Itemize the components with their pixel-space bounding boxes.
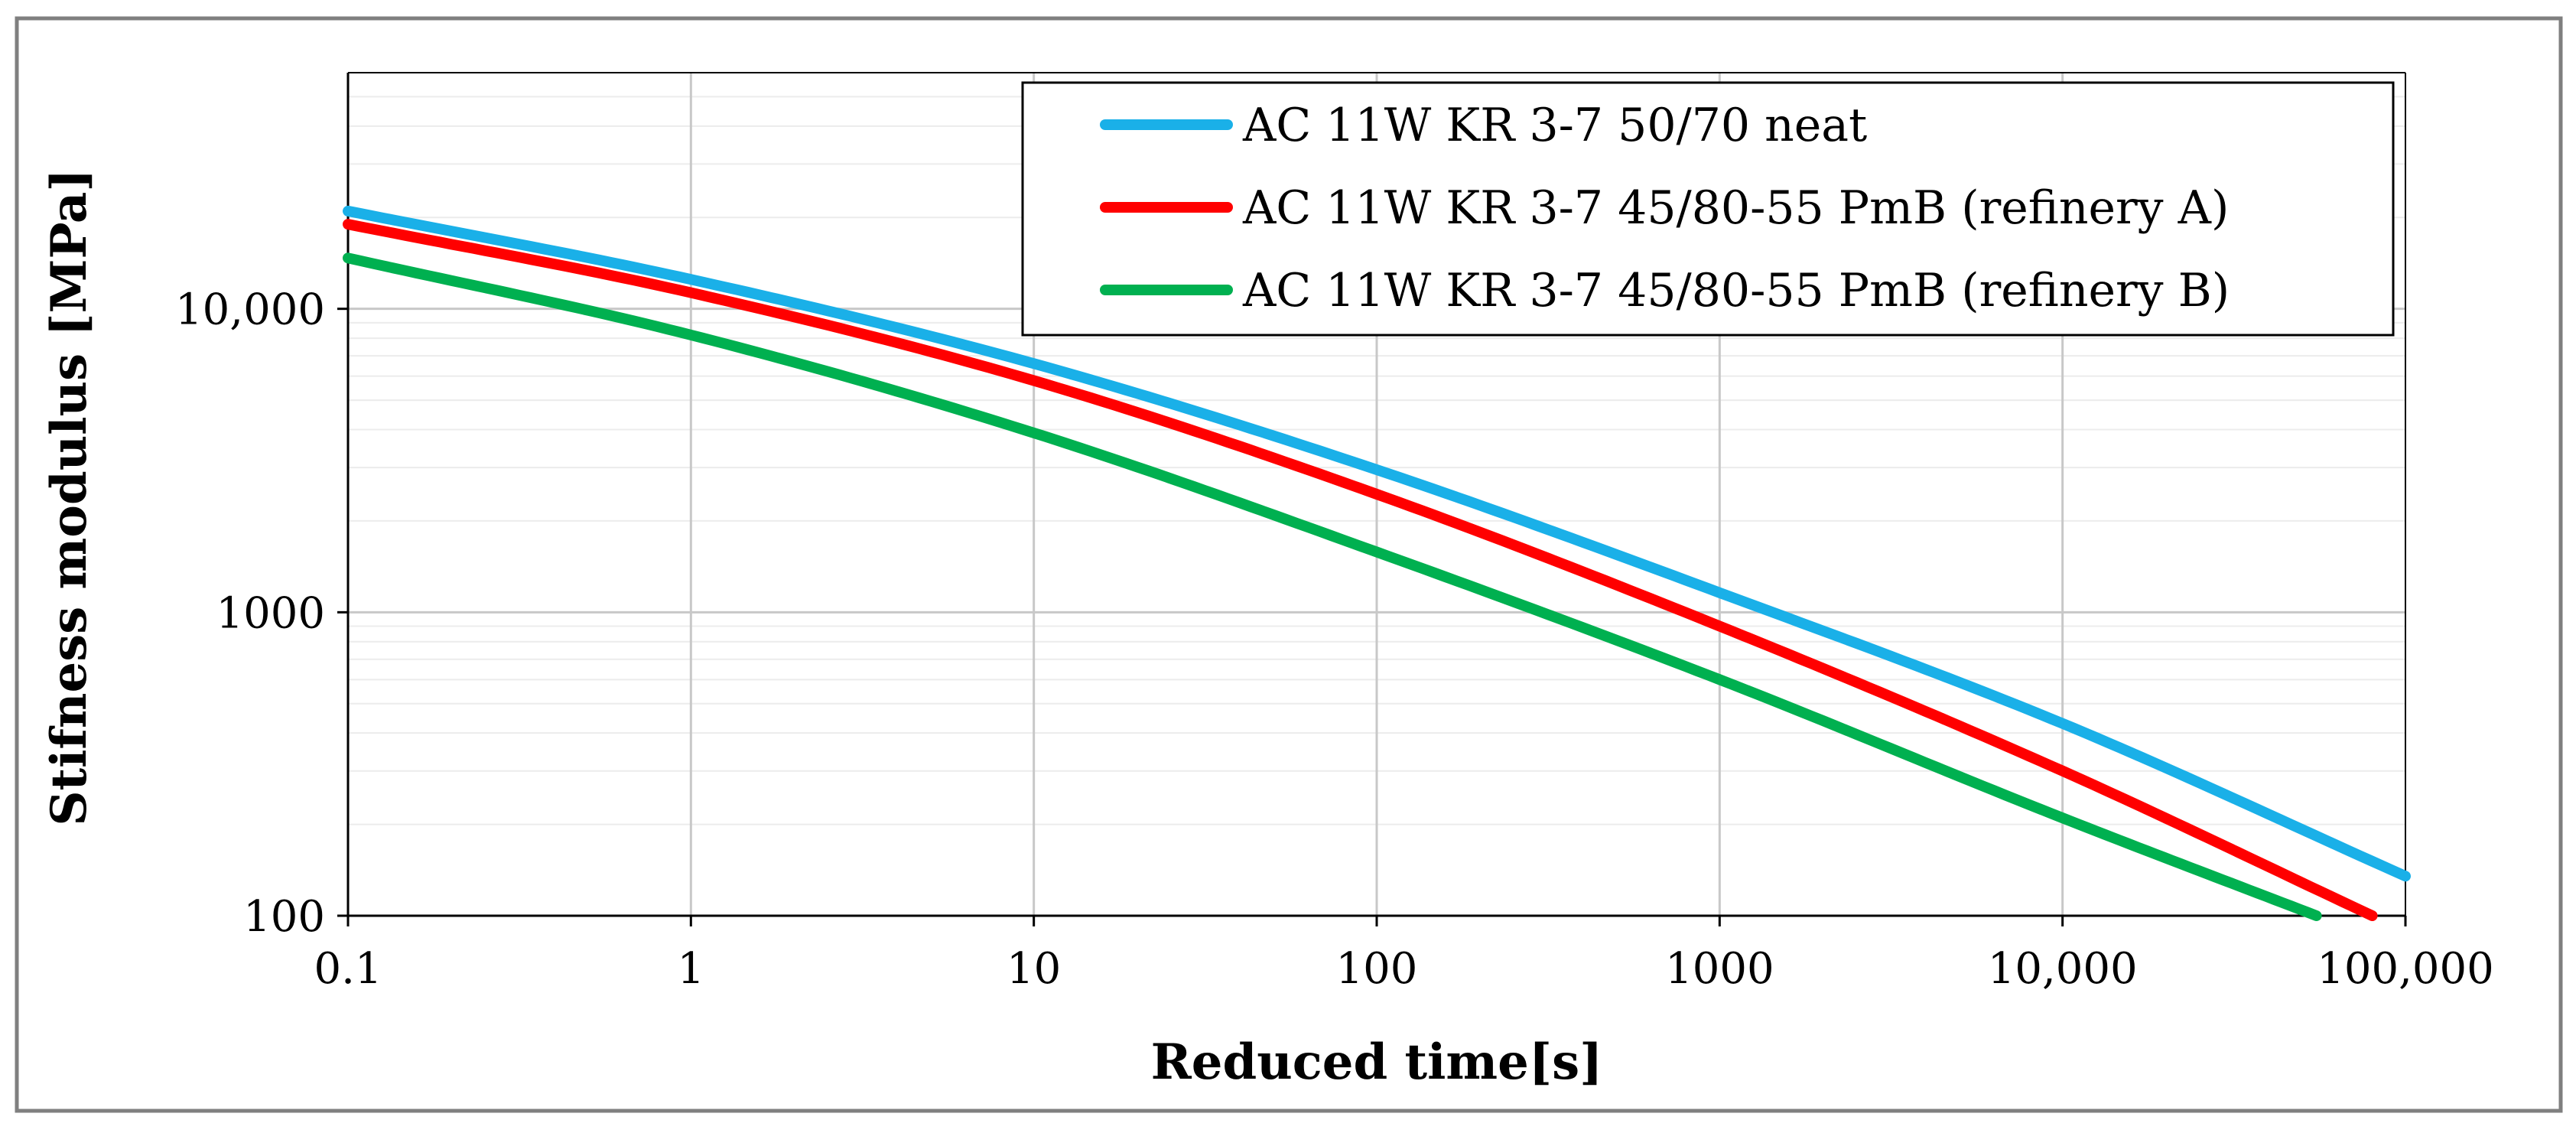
x-tick-label: 10	[1007, 944, 1061, 994]
y-tick-label: 100	[243, 892, 325, 942]
y-axis-title: Stifness modulus [MPa]	[41, 168, 98, 825]
legend-box	[1021, 81, 2395, 337]
legend: AC 11W KR 3-7 50/70 neat AC 11W KR 3-7 45…	[1021, 81, 2395, 337]
x-axis-title: Reduced time[s]	[1151, 1034, 1603, 1091]
y-tick-marks	[337, 308, 348, 917]
series-line-2	[343, 219, 2378, 921]
y-tick-label: 10,000	[175, 285, 325, 335]
x-tick-marks	[346, 916, 2407, 926]
series-line-3	[343, 252, 2322, 921]
series-line-1	[343, 205, 2411, 882]
series-lines	[343, 205, 2411, 921]
x-tick-label: 10,000	[1988, 944, 2138, 994]
x-tick-labels: 0.1 1 10 100 1000 10,000 100,000	[314, 944, 2493, 994]
legend-label-3: AC 11W KR 3-7 45/80-55 PmB (refinery B)	[1242, 264, 2230, 317]
y-tick-labels: 100 1000 10,000	[175, 285, 325, 942]
x-tick-label: 100,000	[2317, 944, 2494, 994]
x-tick-label: 100	[1336, 944, 1418, 994]
x-tick-label: 1000	[1665, 944, 1774, 994]
legend-label-1: AC 11W KR 3-7 50/70 neat	[1242, 99, 1867, 152]
legend-label-2: AC 11W KR 3-7 45/80-55 PmB (refinery A)	[1242, 181, 2229, 235]
x-tick-label: 1	[678, 944, 705, 994]
x-tick-label: 0.1	[314, 944, 382, 994]
y-tick-label: 1000	[216, 588, 325, 638]
